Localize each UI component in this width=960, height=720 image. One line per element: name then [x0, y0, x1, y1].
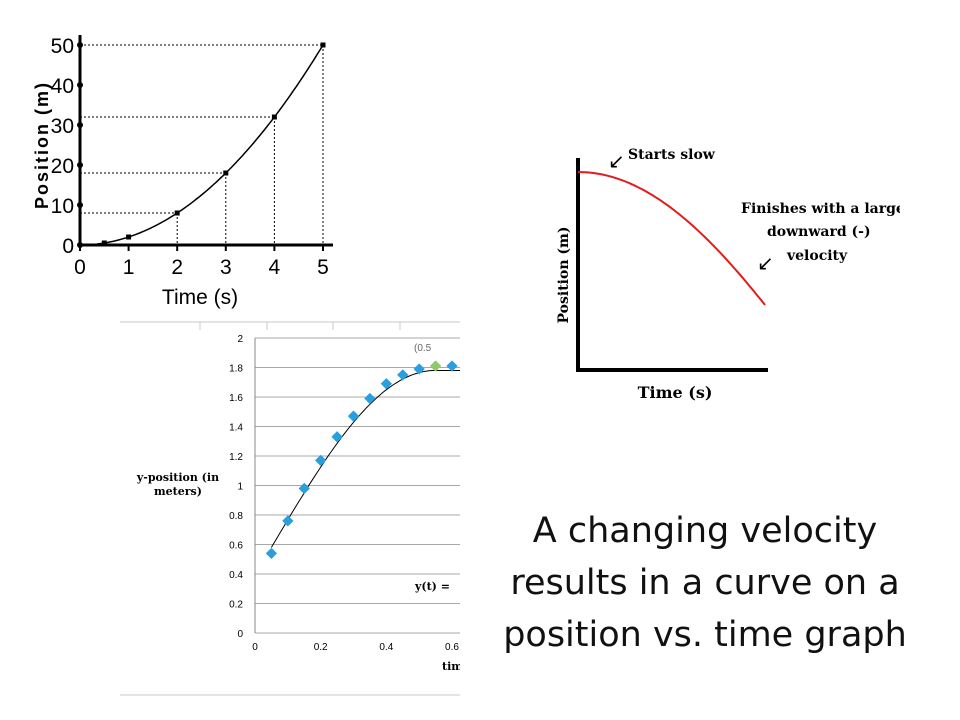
data-point: [126, 234, 132, 240]
data-point: [271, 114, 277, 120]
y-axis-label: Position (m): [32, 81, 52, 209]
x-tick-label: 0.6: [445, 642, 459, 653]
y-tick-label: 20: [51, 155, 74, 178]
caption-line-2: results in a curve on a: [510, 563, 900, 603]
caption-line-3: position vs. time graph: [503, 615, 907, 655]
fit-curve: [270, 370, 460, 548]
y-axis-label-line-1: y-position (in: [136, 471, 219, 484]
y-tick-label: 1.6: [229, 393, 243, 404]
y-tick-label: 1.2: [229, 452, 243, 463]
fit-equation-label: y(t) =: [414, 580, 450, 593]
y-tick-label: 30: [51, 115, 74, 138]
data-point: [413, 363, 425, 375]
y-position-scatter-chart: 0 0.2 0.4 0.6 0.8 1 1.2 1.4 1.6 1.8 2 0 0.2 0.4 0.6 tim…: [120, 321, 460, 696]
y-tick-label: 50: [51, 35, 74, 58]
y-axis-label-line-2: meters): [154, 485, 202, 498]
x-tick-label: 1: [123, 256, 135, 279]
series-line: [577, 171, 766, 306]
data-point: [101, 240, 107, 246]
position-time-chart-2: Time (s)Position (m)↙ Starts slowFinishes…: [556, 147, 900, 402]
data-point: [331, 431, 343, 443]
y-tick-label: 1.4: [229, 423, 243, 434]
data-point: [265, 547, 278, 560]
x-axis-label: Time (s): [162, 286, 238, 309]
annotation-arrow-2: ↙: [757, 251, 774, 275]
y-tick-label: 40: [51, 75, 74, 98]
annotation-finishes-line-3: velocity: [786, 248, 848, 264]
data-point: [446, 360, 458, 372]
annotation-finishes-line-1: Finishes with a large: [741, 201, 900, 217]
data-point: [315, 454, 327, 467]
x-axis-label: Time (s): [638, 383, 713, 402]
caption-line-1: A changing velocity: [532, 511, 878, 551]
y-tick-dot: [77, 122, 83, 128]
y-tick-label: 0.2: [229, 600, 243, 611]
y-tick-label: 1: [237, 482, 243, 493]
y-tick-label: 2: [237, 334, 243, 345]
x-tick-label: 0: [74, 256, 86, 279]
annotation-starts-slow: Starts slow: [628, 147, 716, 163]
x-tick-label: 0.2: [314, 642, 328, 653]
x-tick-label: 0: [252, 642, 258, 653]
x-tick-label: 2: [171, 256, 183, 279]
y-tick-label: 0: [62, 235, 74, 258]
y-tick-label: 0.4: [229, 570, 243, 581]
x-axis-label: time: [442, 660, 460, 673]
slide-caption: A changing velocity results in a curve o…: [480, 505, 930, 661]
series-line: [96, 44, 324, 245]
y-tick-dot: [77, 82, 83, 88]
x-tick-label: 5: [317, 256, 329, 279]
data-point: [174, 210, 180, 216]
data-point: [282, 515, 294, 527]
data-point: [298, 482, 310, 495]
y-tick-dot: [77, 162, 83, 168]
y-tick-label: 0.8: [229, 511, 243, 522]
y-axis-label: Position (m): [556, 227, 572, 324]
annotation-finishes-line-2: downward (-): [767, 224, 871, 240]
y-tick-dot: [77, 242, 83, 248]
y-tick-label: 10: [51, 195, 74, 218]
x-tick-label: 3: [220, 256, 232, 279]
y-tick-label: 0.6: [229, 541, 243, 552]
x-tick-label: 0.4: [379, 642, 393, 653]
point-label: (0.5: [414, 343, 432, 354]
data-point: [320, 42, 326, 48]
annotation-arrow-1: ↙: [608, 149, 625, 173]
x-tick-label: 4: [269, 256, 281, 279]
data-point: [364, 392, 376, 405]
y-tick-label: 1.8: [229, 364, 243, 375]
data-point: [223, 170, 229, 176]
data-point: [429, 360, 442, 372]
data-point: [347, 410, 360, 422]
y-tick-dot: [77, 202, 83, 208]
data-point: [380, 378, 392, 390]
data-point: [397, 369, 409, 381]
y-tick-label: 0: [237, 629, 243, 640]
